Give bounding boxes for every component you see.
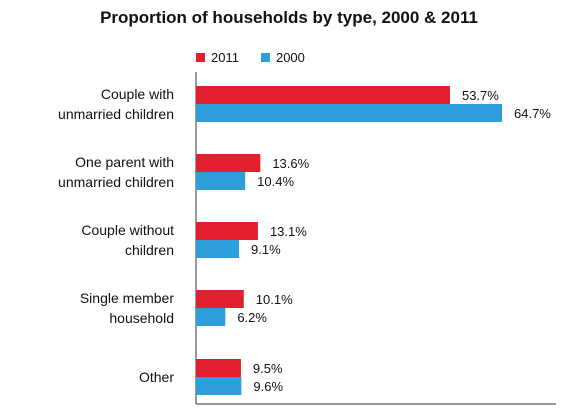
legend-item-2000: 2000	[260, 50, 305, 65]
value-label-2011: 13.6%	[272, 156, 309, 171]
category-label: unmarried children	[58, 106, 174, 122]
bar-2000	[196, 308, 226, 326]
legend: 2011 2000	[196, 50, 327, 65]
category-label: children	[125, 242, 174, 258]
legend-label-2011: 2011	[211, 50, 239, 65]
category-label: One parent with	[75, 154, 174, 170]
value-label-2011: 10.1%	[256, 292, 293, 307]
category-label: Single member	[80, 290, 174, 306]
legend-swatch-2000	[260, 53, 270, 62]
bar-2000	[196, 377, 242, 395]
value-label-2000: 9.6%	[253, 379, 283, 394]
bar-2011	[196, 359, 241, 377]
bar-2000	[196, 172, 246, 190]
value-label-2000: 64.7%	[514, 106, 551, 121]
value-label-2000: 9.1%	[251, 242, 281, 257]
category-label: Couple with	[101, 86, 174, 102]
legend-swatch-2011	[196, 53, 205, 62]
bar-2000	[196, 240, 240, 258]
legend-label-2000: 2000	[275, 50, 305, 65]
chart-title: Proportion of households by type, 2000 &…	[100, 8, 478, 27]
legend-item-2011: 2011	[196, 50, 239, 65]
value-label-2011: 9.5%	[253, 361, 283, 376]
category-label: Couple without	[81, 222, 174, 238]
bar-2011	[196, 154, 261, 172]
category-label: unmarried children	[58, 174, 174, 190]
value-label-2000: 10.4%	[257, 174, 294, 189]
bar-2011	[196, 222, 258, 240]
category-label: Other	[139, 369, 174, 385]
value-label-2011: 53.7%	[462, 88, 499, 103]
value-label-2000: 6.2%	[237, 310, 267, 325]
bar-2000	[196, 104, 502, 122]
bar-2011	[196, 86, 450, 104]
value-label-2011: 13.1%	[270, 224, 307, 239]
category-label: household	[109, 310, 174, 326]
bar-2011	[196, 290, 244, 308]
